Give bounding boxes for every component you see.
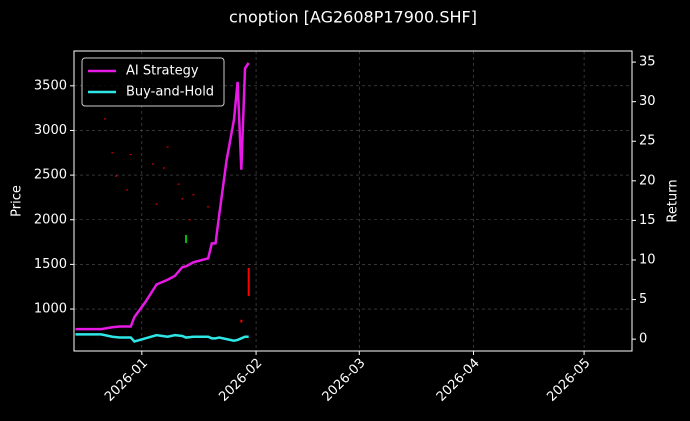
y2-axis-label: Return bbox=[666, 179, 681, 222]
candle bbox=[126, 189, 129, 191]
y2-tick-label: 25 bbox=[639, 134, 656, 149]
y2-tick-label: 20 bbox=[639, 173, 656, 188]
candle bbox=[151, 163, 154, 165]
candle bbox=[188, 219, 191, 221]
candle bbox=[181, 198, 184, 200]
x-tick-label: 2026-01 bbox=[102, 356, 151, 405]
x-tick-label: 2026-04 bbox=[434, 356, 483, 405]
y2-tick-label: 5 bbox=[639, 292, 647, 307]
y-tick-label: 3500 bbox=[34, 78, 67, 93]
x-tick-label: 2026-05 bbox=[544, 356, 593, 405]
candle bbox=[247, 267, 250, 297]
candle bbox=[115, 175, 118, 177]
plot-frame bbox=[73, 50, 633, 352]
y2-tick-label: 15 bbox=[639, 213, 656, 228]
y2-tick-label: 0 bbox=[639, 332, 647, 347]
line bbox=[75, 62, 250, 331]
chart-title: cnoption [AG2608P17900.SHF] bbox=[229, 8, 477, 27]
candle bbox=[240, 319, 243, 323]
candle bbox=[155, 203, 158, 205]
y-axis-label: Price bbox=[10, 185, 25, 217]
y-tick-label: 2500 bbox=[34, 168, 67, 183]
y2-tick-label: 30 bbox=[639, 94, 656, 109]
y-tick-label: 1500 bbox=[34, 257, 67, 272]
legend-label: AI Strategy bbox=[126, 64, 199, 79]
x-tick-label: 2026-03 bbox=[320, 356, 369, 405]
candle bbox=[111, 152, 114, 154]
candle bbox=[207, 206, 210, 208]
candle bbox=[177, 183, 180, 185]
y-tick-label: 2000 bbox=[34, 212, 67, 227]
candle bbox=[162, 167, 165, 169]
legend-box bbox=[81, 57, 225, 107]
candle bbox=[166, 146, 169, 148]
y2-tick-label: 10 bbox=[639, 252, 656, 267]
y-tick-label: 3000 bbox=[34, 123, 67, 138]
candle bbox=[103, 118, 106, 120]
line bbox=[75, 333, 249, 343]
candle bbox=[192, 194, 195, 196]
x-tick-label: 2026-02 bbox=[216, 356, 265, 405]
legend: AI Strategy Buy-and-Hold bbox=[81, 57, 225, 107]
legend-label: Buy-and-Hold bbox=[126, 85, 214, 100]
y2-tick-label: 35 bbox=[639, 55, 656, 70]
candle bbox=[129, 154, 132, 156]
candle bbox=[185, 234, 188, 243]
y-tick-label: 1000 bbox=[34, 302, 67, 317]
